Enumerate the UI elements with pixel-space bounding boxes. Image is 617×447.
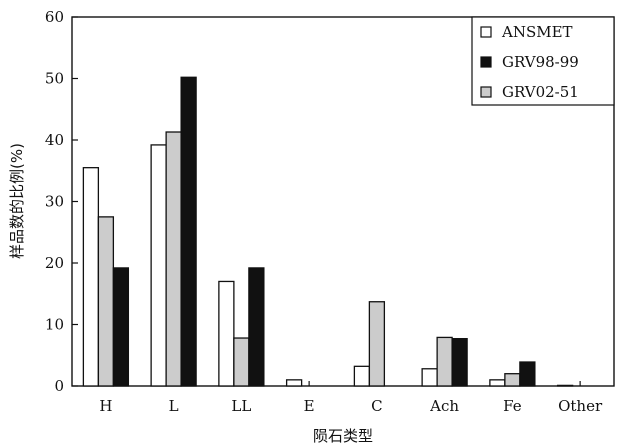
y-tick-label: 30 <box>45 193 64 211</box>
bar-ansmet-e <box>285 379 303 387</box>
y-tick-label: 60 <box>45 8 64 26</box>
legend-label-grv98-99: GRV98-99 <box>502 53 579 71</box>
bar-grv02-51-l <box>165 131 182 387</box>
legend-label-ansmet: ANSMET <box>501 23 573 41</box>
x-tick-label-ach: Ach <box>429 397 459 415</box>
legend-swatch-grv98-99 <box>480 56 492 68</box>
bar-ansmet-l <box>150 144 167 387</box>
x-axis: H L LL E C Ach Fe Other <box>99 381 603 415</box>
bar-ansmet-fe <box>489 379 506 387</box>
bar-ansmet-ll <box>218 280 235 387</box>
legend-box <box>471 16 615 106</box>
bar-ansmet-other <box>556 384 574 387</box>
y-tick-label: 20 <box>45 254 64 272</box>
x-tick-label-fe: Fe <box>503 397 522 415</box>
bar-grv98-99-ach <box>451 337 468 387</box>
y-tick-label: 40 <box>45 131 64 149</box>
x-tick-label-l: L <box>169 397 179 415</box>
bar-series-group <box>82 76 574 387</box>
x-axis-title: 陨石类型 <box>313 427 373 445</box>
x-tick-label-c: C <box>371 397 382 415</box>
legend: ANSMET GRV98-99 GRV02-51 <box>471 16 615 106</box>
legend-swatch-ansmet <box>480 26 492 38</box>
legend-label-grv02-51: GRV02-51 <box>502 83 579 101</box>
bar-ansmet-h <box>82 167 100 387</box>
y-axis-title: 样品数的比例(%) <box>8 143 26 259</box>
legend-swatch-grv02-51 <box>480 86 492 98</box>
y-axis: 0 10 20 30 40 50 60 <box>45 8 78 395</box>
bar-grv02-51-h <box>97 216 115 387</box>
bar-grv02-51-c <box>368 301 386 387</box>
x-tick-label-ll: LL <box>231 397 251 415</box>
bar-grv98-99-fe <box>519 361 536 387</box>
y-tick-label: 50 <box>45 70 64 88</box>
bar-grv02-51-ll <box>233 337 250 387</box>
bar-grv98-99-ll <box>248 267 265 387</box>
bar-ansmet-ach <box>421 368 438 387</box>
x-tick-label-other: Other <box>558 397 603 415</box>
x-tick-label-e: E <box>304 397 315 415</box>
bar-grv02-51-ach <box>436 336 453 387</box>
bar-grv98-99-h <box>112 267 130 387</box>
bar-ansmet-c <box>353 365 371 387</box>
y-tick-label: 10 <box>45 316 64 334</box>
y-tick-label: 0 <box>54 377 64 395</box>
x-tick-label-h: H <box>99 397 112 415</box>
bar-grv98-99-l <box>180 76 197 387</box>
bar-grv02-51-fe <box>504 373 521 387</box>
